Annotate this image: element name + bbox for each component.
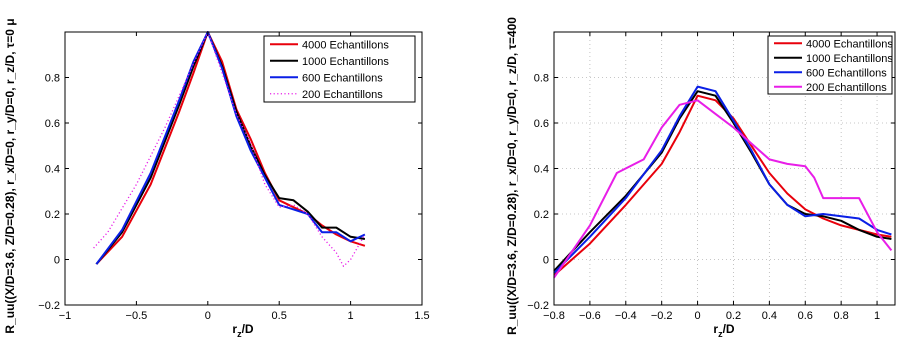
legend: 4000 Echantillons 1000 Echantillons 600 Ec… [767, 35, 893, 95]
legend-label: 600 Echantillons [302, 72, 383, 84]
x-tick-label: −0.2 [651, 310, 673, 322]
x-tick-label: 0.4 [762, 310, 777, 322]
x-tick-label: 0 [205, 310, 211, 322]
y-tick-label: −0.2 [527, 300, 549, 312]
x-tick-label: 0.5 [272, 310, 287, 322]
series-line-2 [95, 31, 366, 265]
y-tick-label: 0.8 [534, 73, 549, 85]
legend-label: 200 Echantillons [302, 89, 383, 101]
series-line-1 [95, 31, 366, 265]
y-tick-label: 0 [54, 255, 60, 267]
legend: 4000 Echantillons 1000 Echantillons 600 Ec… [263, 35, 416, 103]
y-axis-label: R_uu((X/D=3.6, Z/D=0.28), r_x/D=0, r_y/D… [3, 18, 17, 333]
y-tick-label: −0.2 [38, 300, 60, 312]
series-line-3 [93, 31, 366, 267]
x-tick-label: −0.8 [543, 310, 565, 322]
x-tick-label: −1 [59, 310, 72, 322]
legend-box [767, 35, 893, 95]
y-tick-label: 0.4 [534, 164, 549, 176]
legend-label: 4000 Echantillons [806, 38, 893, 50]
y-axis-label: R_uu((X/D=3.6, Z/D=0.28), r_x/D=0, r_y/D… [505, 17, 519, 335]
legend-label: 1000 Echantillons [302, 56, 389, 68]
x-tick-label: 0.2 [726, 310, 741, 322]
chart-right: −0.8 −0.6 −0.4 −0.2 0 0.2 0.4 0.6 0.8 1 −0.2 0 0.2 0.… [505, 17, 896, 339]
chart-left: −1 −0.5 0 0.5 1 1.5 −0.2 0 0.2 0.4 0.6 0.8 rz/D R_uu(… [3, 18, 430, 339]
y-tick-label: 0.8 [45, 73, 60, 85]
series-line-2 [553, 85, 892, 274]
legend-label: 600 Echantillons [806, 67, 887, 79]
x-axis-label: rz/D [713, 322, 735, 339]
y-tick-label: 0.2 [534, 209, 549, 221]
legend-box [263, 35, 416, 103]
x-tick-label: 0.6 [798, 310, 813, 322]
x-tick-label: −0.5 [126, 310, 148, 322]
x-tick-label: 0 [695, 310, 701, 322]
x-axis-label: rz/D [232, 322, 254, 339]
y-tick-label: 0.6 [534, 118, 549, 130]
x-tick-label: 0.8 [834, 310, 849, 322]
x-tick-label: 1 [348, 310, 354, 322]
x-tick-label: −0.4 [615, 310, 637, 322]
x-tick-label: −0.6 [579, 310, 601, 322]
x-tick-label: 1 [874, 310, 880, 322]
y-tick-label: 0.4 [45, 164, 60, 176]
series-line-3 [553, 99, 893, 279]
legend-label: 4000 Echantillons [302, 39, 389, 51]
legend-label: 200 Echantillons [806, 82, 887, 94]
y-tick-label: 0.2 [45, 209, 60, 221]
x-tick-label: 1.5 [414, 310, 429, 322]
legend-label: 1000 Echantillons [806, 53, 893, 65]
series-line-0 [553, 94, 892, 277]
y-tick-label: 0.6 [45, 118, 60, 130]
y-tick-label: 0 [543, 255, 549, 267]
